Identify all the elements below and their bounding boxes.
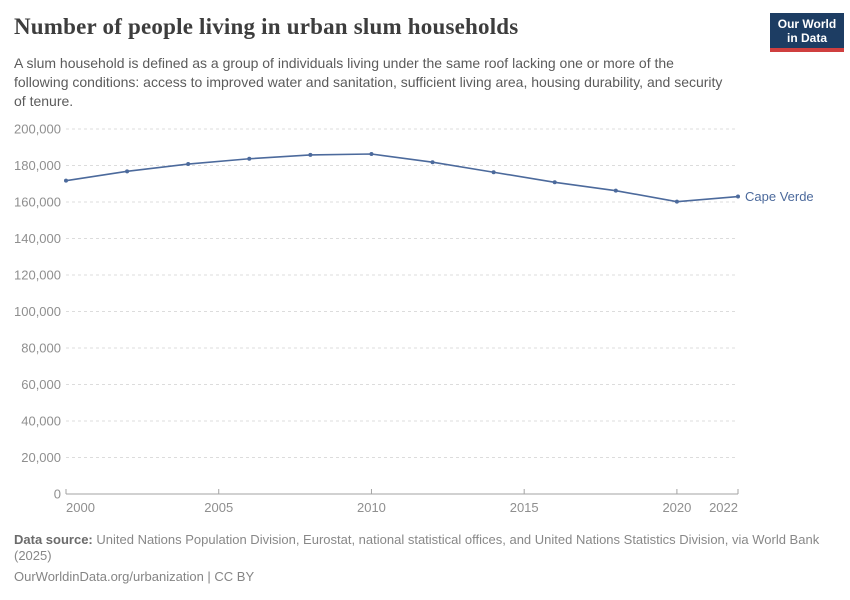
data-source-label: Data source:	[14, 532, 93, 547]
data-point[interactable]	[186, 162, 191, 167]
x-tick-label: 2020	[662, 500, 691, 515]
y-tick-label: 80,000	[21, 341, 61, 356]
owid-url-link[interactable]: OurWorldinData.org/urbanization | CC BY	[14, 569, 255, 584]
data-source-text: United Nations Population Division, Euro…	[14, 532, 820, 563]
data-point[interactable]	[736, 194, 740, 199]
owid-logo[interactable]: Our World in Data	[770, 13, 844, 52]
data-point[interactable]	[308, 152, 313, 157]
x-tick-label: 2022	[709, 500, 738, 515]
data-point[interactable]	[552, 180, 557, 185]
data-point[interactable]	[64, 178, 68, 183]
data-point[interactable]	[125, 169, 130, 174]
y-tick-label: 120,000	[14, 268, 61, 283]
data-point[interactable]	[491, 170, 496, 175]
x-tick-label: 2015	[510, 500, 539, 515]
data-point[interactable]	[674, 199, 679, 204]
y-tick-label: 60,000	[21, 377, 61, 392]
data-point[interactable]	[430, 160, 435, 165]
page-title: Number of people living in urban slum ho…	[14, 14, 519, 39]
series-line[interactable]	[65, 153, 739, 203]
y-tick-label: 160,000	[14, 195, 61, 210]
y-tick-label: 200,000	[14, 122, 61, 137]
line-chart: 0 20,000 40,000 60,000 80,000 100,000 120,000 1…	[14, 122, 814, 516]
series-label[interactable]: Cape Verde	[745, 189, 814, 204]
data-point[interactable]	[247, 156, 252, 161]
owid-logo-line1: Our World	[777, 17, 837, 31]
x-tick-label: 2000	[66, 500, 95, 515]
x-tick-label: 2005	[204, 500, 233, 515]
y-tick-label: 40,000	[21, 414, 61, 429]
y-tick-label: 0	[54, 487, 61, 502]
data-source-note: Data source: United Nations Population D…	[14, 532, 834, 563]
y-tick-label: 140,000	[14, 231, 61, 246]
chart-subtitle: A slum household is defined as a group o…	[14, 55, 723, 109]
y-tick-label: 20,000	[21, 450, 61, 465]
x-tick-label: 2010	[357, 500, 386, 515]
y-tick-label: 180,000	[14, 158, 61, 173]
y-tick-label: 100,000	[14, 304, 61, 319]
owid-logo-line2: in Data	[786, 31, 827, 45]
data-point[interactable]	[369, 152, 374, 157]
data-point[interactable]	[613, 188, 618, 193]
